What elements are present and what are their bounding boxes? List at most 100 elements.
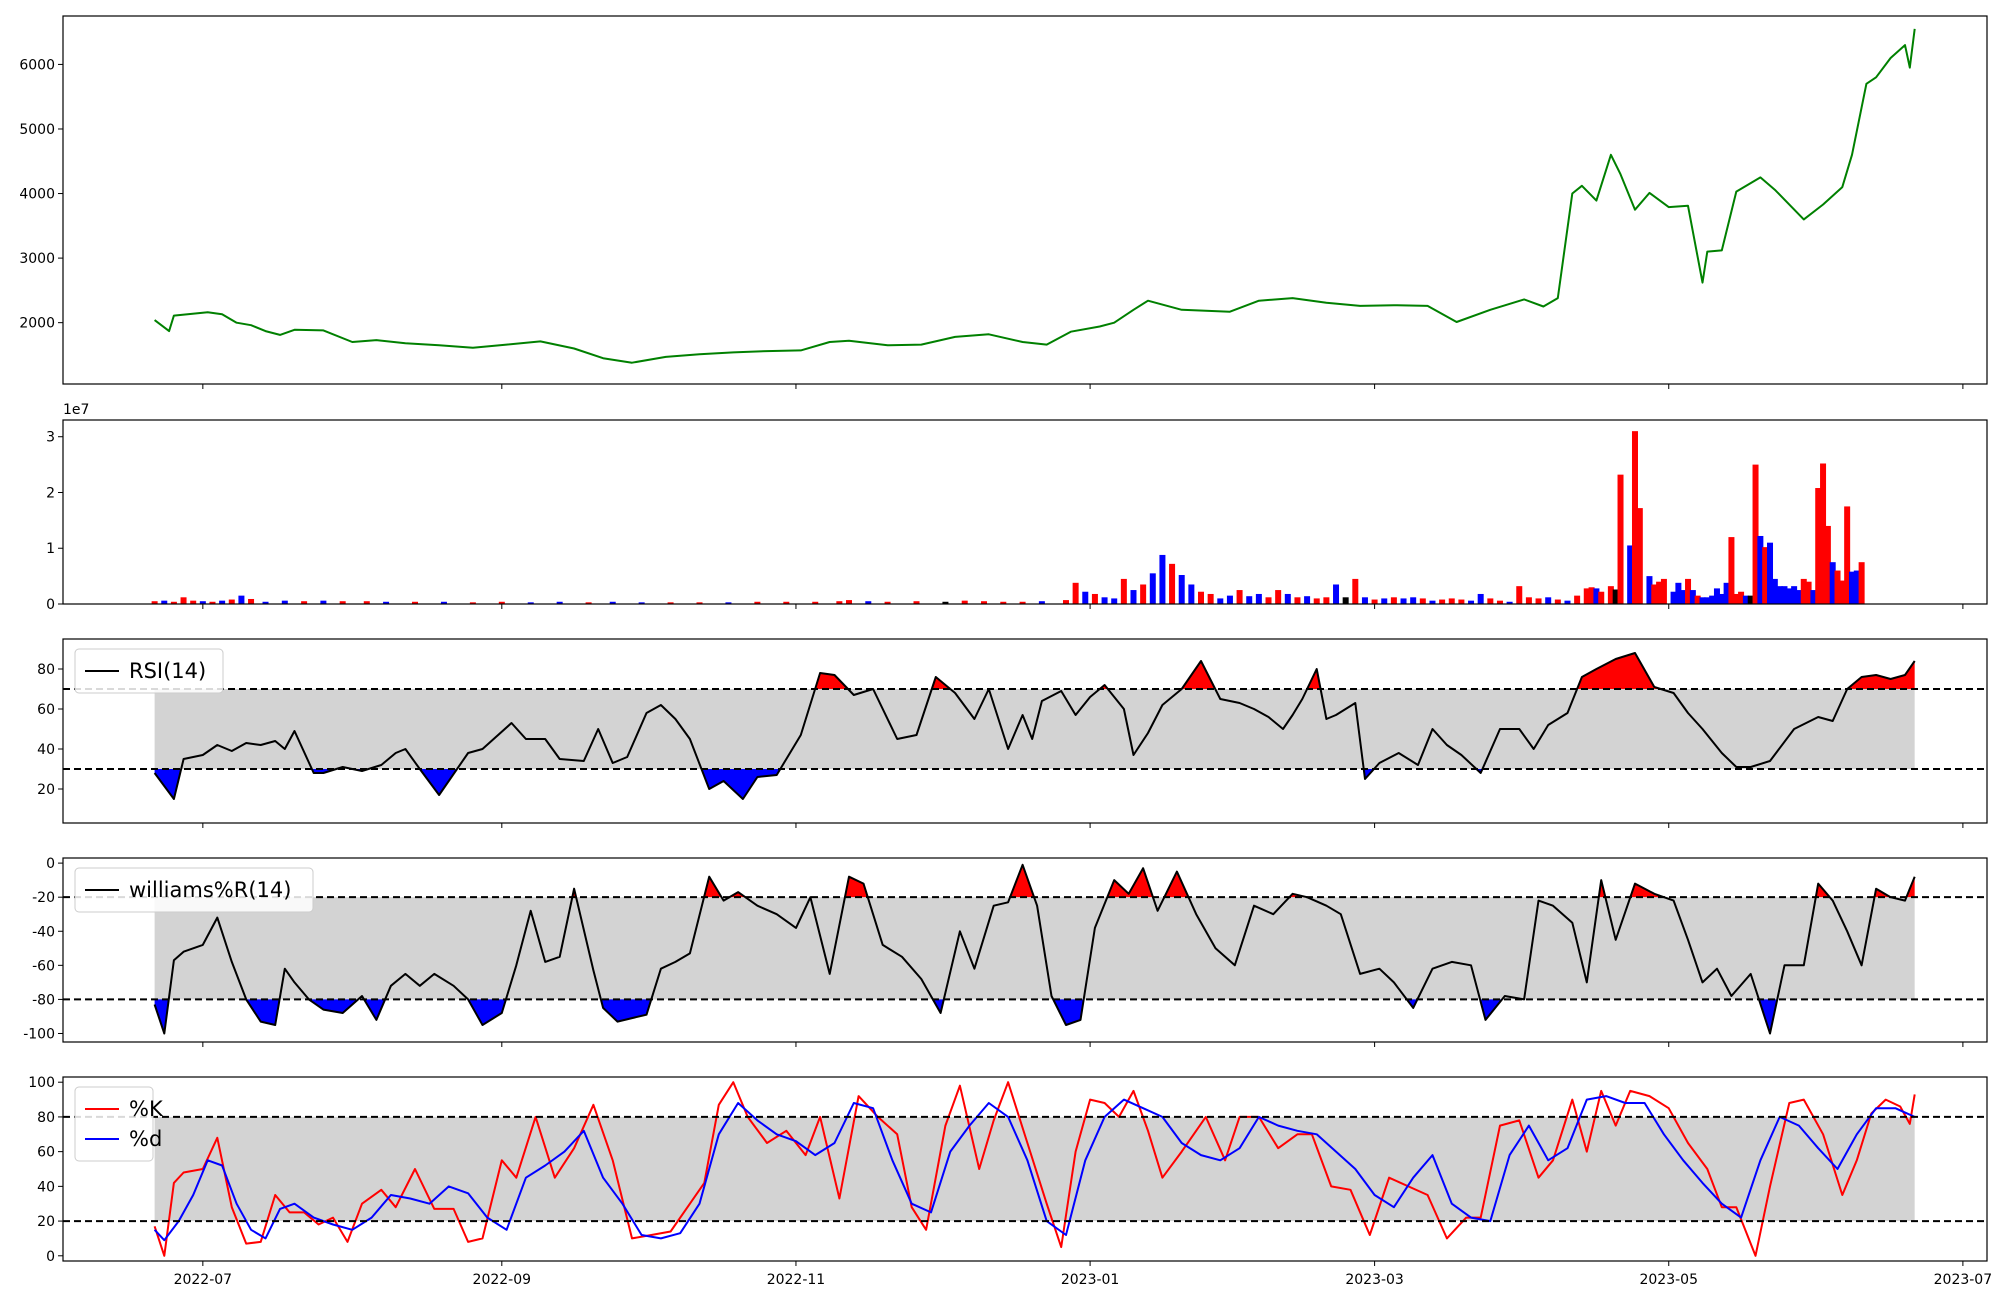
volume-bar: [281, 600, 288, 604]
volume-bar: [1169, 563, 1176, 604]
volume-bar: [1617, 474, 1624, 604]
volume-bar: [161, 600, 168, 604]
volume-bar: [1733, 593, 1740, 604]
panel-frame: [62, 857, 1988, 1043]
y-tick-label: 5000: [19, 122, 55, 138]
y-tick-label: 40: [37, 742, 55, 758]
volume-bar: [209, 601, 216, 604]
volume-bar: [1082, 591, 1089, 604]
volume-bar: [1101, 597, 1108, 604]
volume-bar: [1226, 595, 1233, 604]
legend-label: RSI(14): [129, 659, 206, 683]
volume-bar: [1839, 580, 1846, 604]
volume-bar: [1313, 598, 1320, 604]
panel-frame: [62, 1076, 1988, 1262]
volume-bar: [180, 597, 187, 604]
volume-bar: [1742, 595, 1749, 604]
volume-bar: [1038, 601, 1045, 604]
volume-bar: [1246, 596, 1253, 604]
volume-bar: [1718, 593, 1725, 604]
volume-bar: [1468, 600, 1475, 604]
volume-bar: [725, 602, 732, 604]
volume-bar: [1675, 582, 1682, 604]
volume-bar: [1352, 578, 1359, 604]
y-tick-label: 80: [37, 662, 55, 678]
volume-bar: [1588, 587, 1595, 604]
volume-bar: [1072, 582, 1079, 604]
volume-bar: [1265, 597, 1272, 604]
series-line: [153, 863, 1916, 1035]
y-tick-label: 40: [37, 1179, 55, 1195]
volume-bar: [1564, 600, 1571, 604]
volume-bar: [1762, 547, 1769, 604]
volume-bar: [1198, 591, 1205, 604]
volume-bar: [1390, 597, 1397, 604]
volume-bar: [1646, 576, 1653, 604]
legend-box: [74, 1086, 154, 1162]
volume-bar: [1858, 562, 1865, 604]
volume-bar: [1781, 586, 1788, 604]
volume-bar: [1091, 593, 1098, 604]
volume-bar: [1829, 562, 1836, 604]
volume-bar: [1574, 595, 1581, 604]
y-tick-label: 20: [37, 1214, 55, 1230]
volume-bar: [1120, 578, 1127, 604]
volume-bar: [1713, 588, 1720, 604]
volume-bar: [812, 601, 819, 604]
volume-bar: [1111, 598, 1118, 604]
volume-bar: [1236, 590, 1243, 604]
volume-bar: [1361, 597, 1368, 604]
volume-bar: [320, 600, 327, 604]
volume-bar: [1656, 581, 1663, 604]
volume-bar: [383, 601, 390, 604]
volume-bar: [1149, 573, 1156, 604]
volume-bar: [1800, 578, 1807, 604]
volume-bar: [1810, 590, 1817, 604]
volume-bar: [238, 595, 245, 604]
volume-bar: [1612, 589, 1619, 604]
plot-area: [151, 431, 1865, 604]
volume-bar: [1844, 506, 1851, 604]
panel-1: 2000 3000 4000 5000 6000: [19, 15, 1988, 389]
oversold-fill: [154, 999, 1778, 1034]
volume-bar: [1019, 601, 1026, 604]
volume-bar: [1607, 586, 1614, 604]
x-tick-label: 2022-07: [174, 1272, 233, 1288]
volume-bar: [339, 601, 346, 604]
volume-bar: [1651, 584, 1658, 604]
volume-bar: [556, 601, 563, 604]
volume-bar: [1853, 570, 1860, 604]
volume-bar: [1217, 598, 1224, 604]
series-line: [153, 1095, 1916, 1242]
volume-bar: [1294, 597, 1301, 604]
volume-bar: [783, 601, 790, 604]
volume-bar: [1636, 508, 1643, 604]
volume-bar: [228, 599, 235, 604]
volume-bar: [1694, 595, 1701, 604]
panel-4: -100 -80 -60 -40 -20 0 williams%R(14): [23, 856, 1988, 1047]
volume-bar: [1593, 588, 1600, 604]
volume-bar: [585, 602, 592, 604]
legend-box: [74, 867, 314, 913]
volume-bar: [1535, 598, 1542, 604]
volume-bar: [1709, 595, 1716, 604]
volume-bar: [1323, 597, 1330, 604]
volume-bar: [1689, 590, 1696, 604]
volume-bar: [1598, 591, 1605, 604]
legend-label: williams%R(14): [129, 878, 291, 902]
volume-bar: [1747, 595, 1754, 604]
y-tick-label: 60: [37, 702, 55, 718]
volume-bar: [1342, 597, 1349, 604]
x-tick-label: 2023-05: [1639, 1272, 1698, 1288]
volume-bar: [170, 601, 177, 604]
y-tick-label: 20: [37, 782, 55, 798]
volume-bar: [1699, 597, 1706, 604]
volume-bar: [667, 602, 674, 604]
volume-bar: [845, 600, 852, 604]
x-tick-label: 2023-01: [1061, 1272, 1120, 1288]
volume-bar: [1820, 463, 1827, 604]
oversold-fill: [154, 769, 1483, 799]
volume-bar: [412, 601, 419, 604]
volume-bar: [1834, 570, 1841, 604]
